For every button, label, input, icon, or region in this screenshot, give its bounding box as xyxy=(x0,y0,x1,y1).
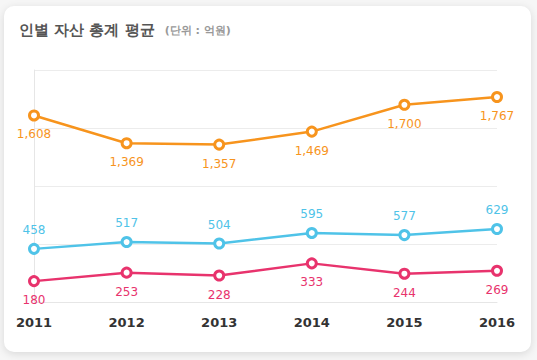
svg-text:1,767: 1,767 xyxy=(480,109,514,123)
svg-text:244: 244 xyxy=(393,286,416,300)
svg-text:517: 517 xyxy=(115,216,138,230)
svg-text:1,469: 1,469 xyxy=(295,144,329,158)
svg-text:458: 458 xyxy=(23,223,46,237)
svg-text:2016: 2016 xyxy=(479,315,515,330)
svg-text:180: 180 xyxy=(23,293,46,307)
svg-text:253: 253 xyxy=(115,285,138,299)
svg-text:2012: 2012 xyxy=(109,315,145,330)
svg-text:333: 333 xyxy=(300,275,323,289)
svg-text:1,700: 1,700 xyxy=(387,117,421,131)
svg-text:(단위 : 억원): (단위 : 억원) xyxy=(165,24,231,37)
svg-text:228: 228 xyxy=(208,288,231,302)
svg-text:1,369: 1,369 xyxy=(109,155,143,169)
svg-text:595: 595 xyxy=(300,207,323,221)
svg-text:1,608: 1,608 xyxy=(17,127,51,141)
svg-text:269: 269 xyxy=(486,283,509,297)
svg-text:2011: 2011 xyxy=(16,315,52,330)
svg-text:2013: 2013 xyxy=(201,315,237,330)
svg-text:1,357: 1,357 xyxy=(202,157,236,171)
svg-text:2014: 2014 xyxy=(294,315,330,330)
svg-text:629: 629 xyxy=(486,203,509,217)
svg-text:인별 자산 총계 평균: 인별 자산 총계 평균 xyxy=(19,21,155,39)
svg-text:2015: 2015 xyxy=(386,315,422,330)
svg-text:577: 577 xyxy=(393,209,416,223)
svg-text:504: 504 xyxy=(208,218,231,232)
